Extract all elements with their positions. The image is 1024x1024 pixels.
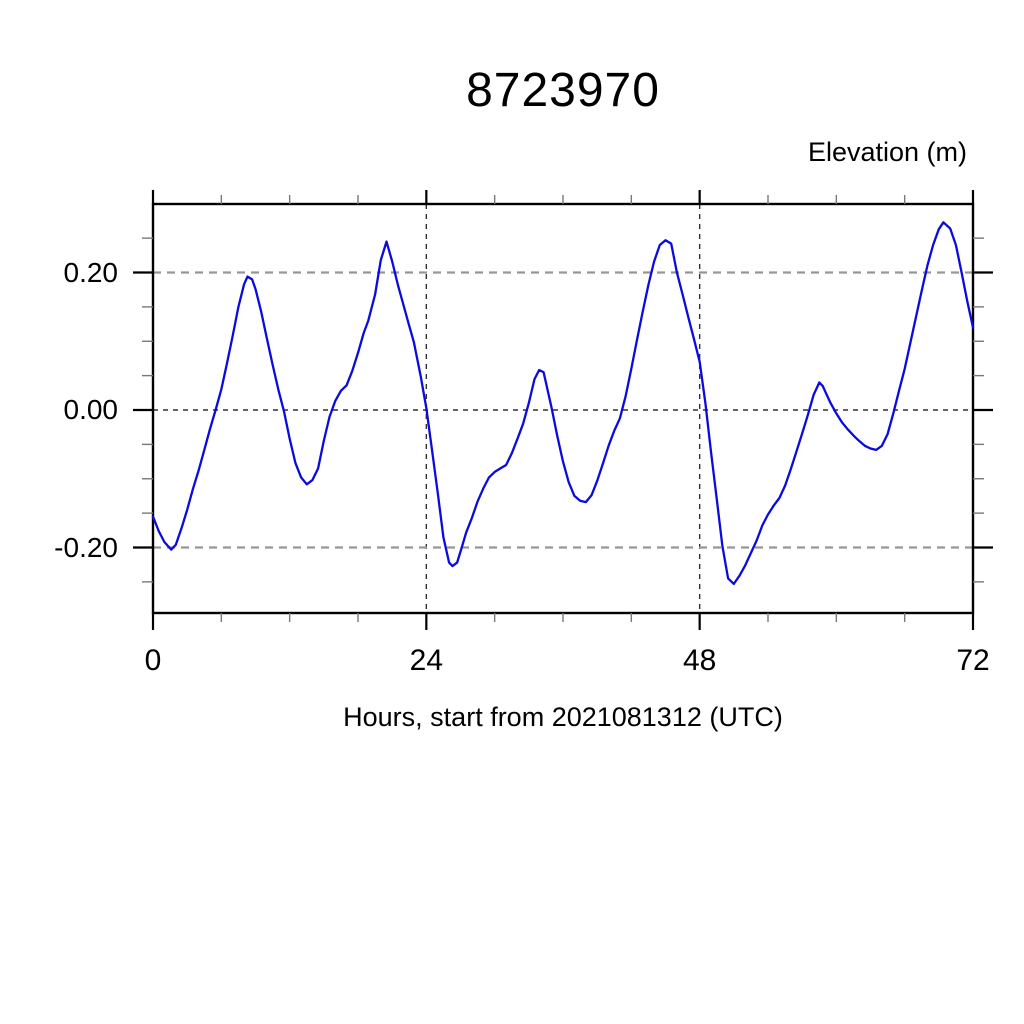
x-tick-label: 0 [144,644,162,677]
plot-frame [151,202,975,615]
x-tick-label: 72 [956,644,990,677]
elevation-line-series [151,221,975,586]
x-tick-label: 24 [409,644,444,677]
y-tick-label: 0.20 [63,256,119,288]
x-tick-label: 48 [682,644,717,677]
y-tick-label: -0.20 [54,531,118,563]
x-axis-label: Hours, start from 2021081312 (UTC) [343,702,783,732]
chart-title-station-id: 8723970 [466,64,660,117]
y-tick-label: 0.00 [63,394,119,425]
y-axis-label: Elevation (m) [807,137,967,167]
